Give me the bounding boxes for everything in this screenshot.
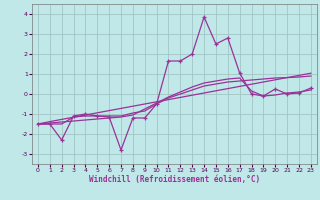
X-axis label: Windchill (Refroidissement éolien,°C): Windchill (Refroidissement éolien,°C) [89, 175, 260, 184]
